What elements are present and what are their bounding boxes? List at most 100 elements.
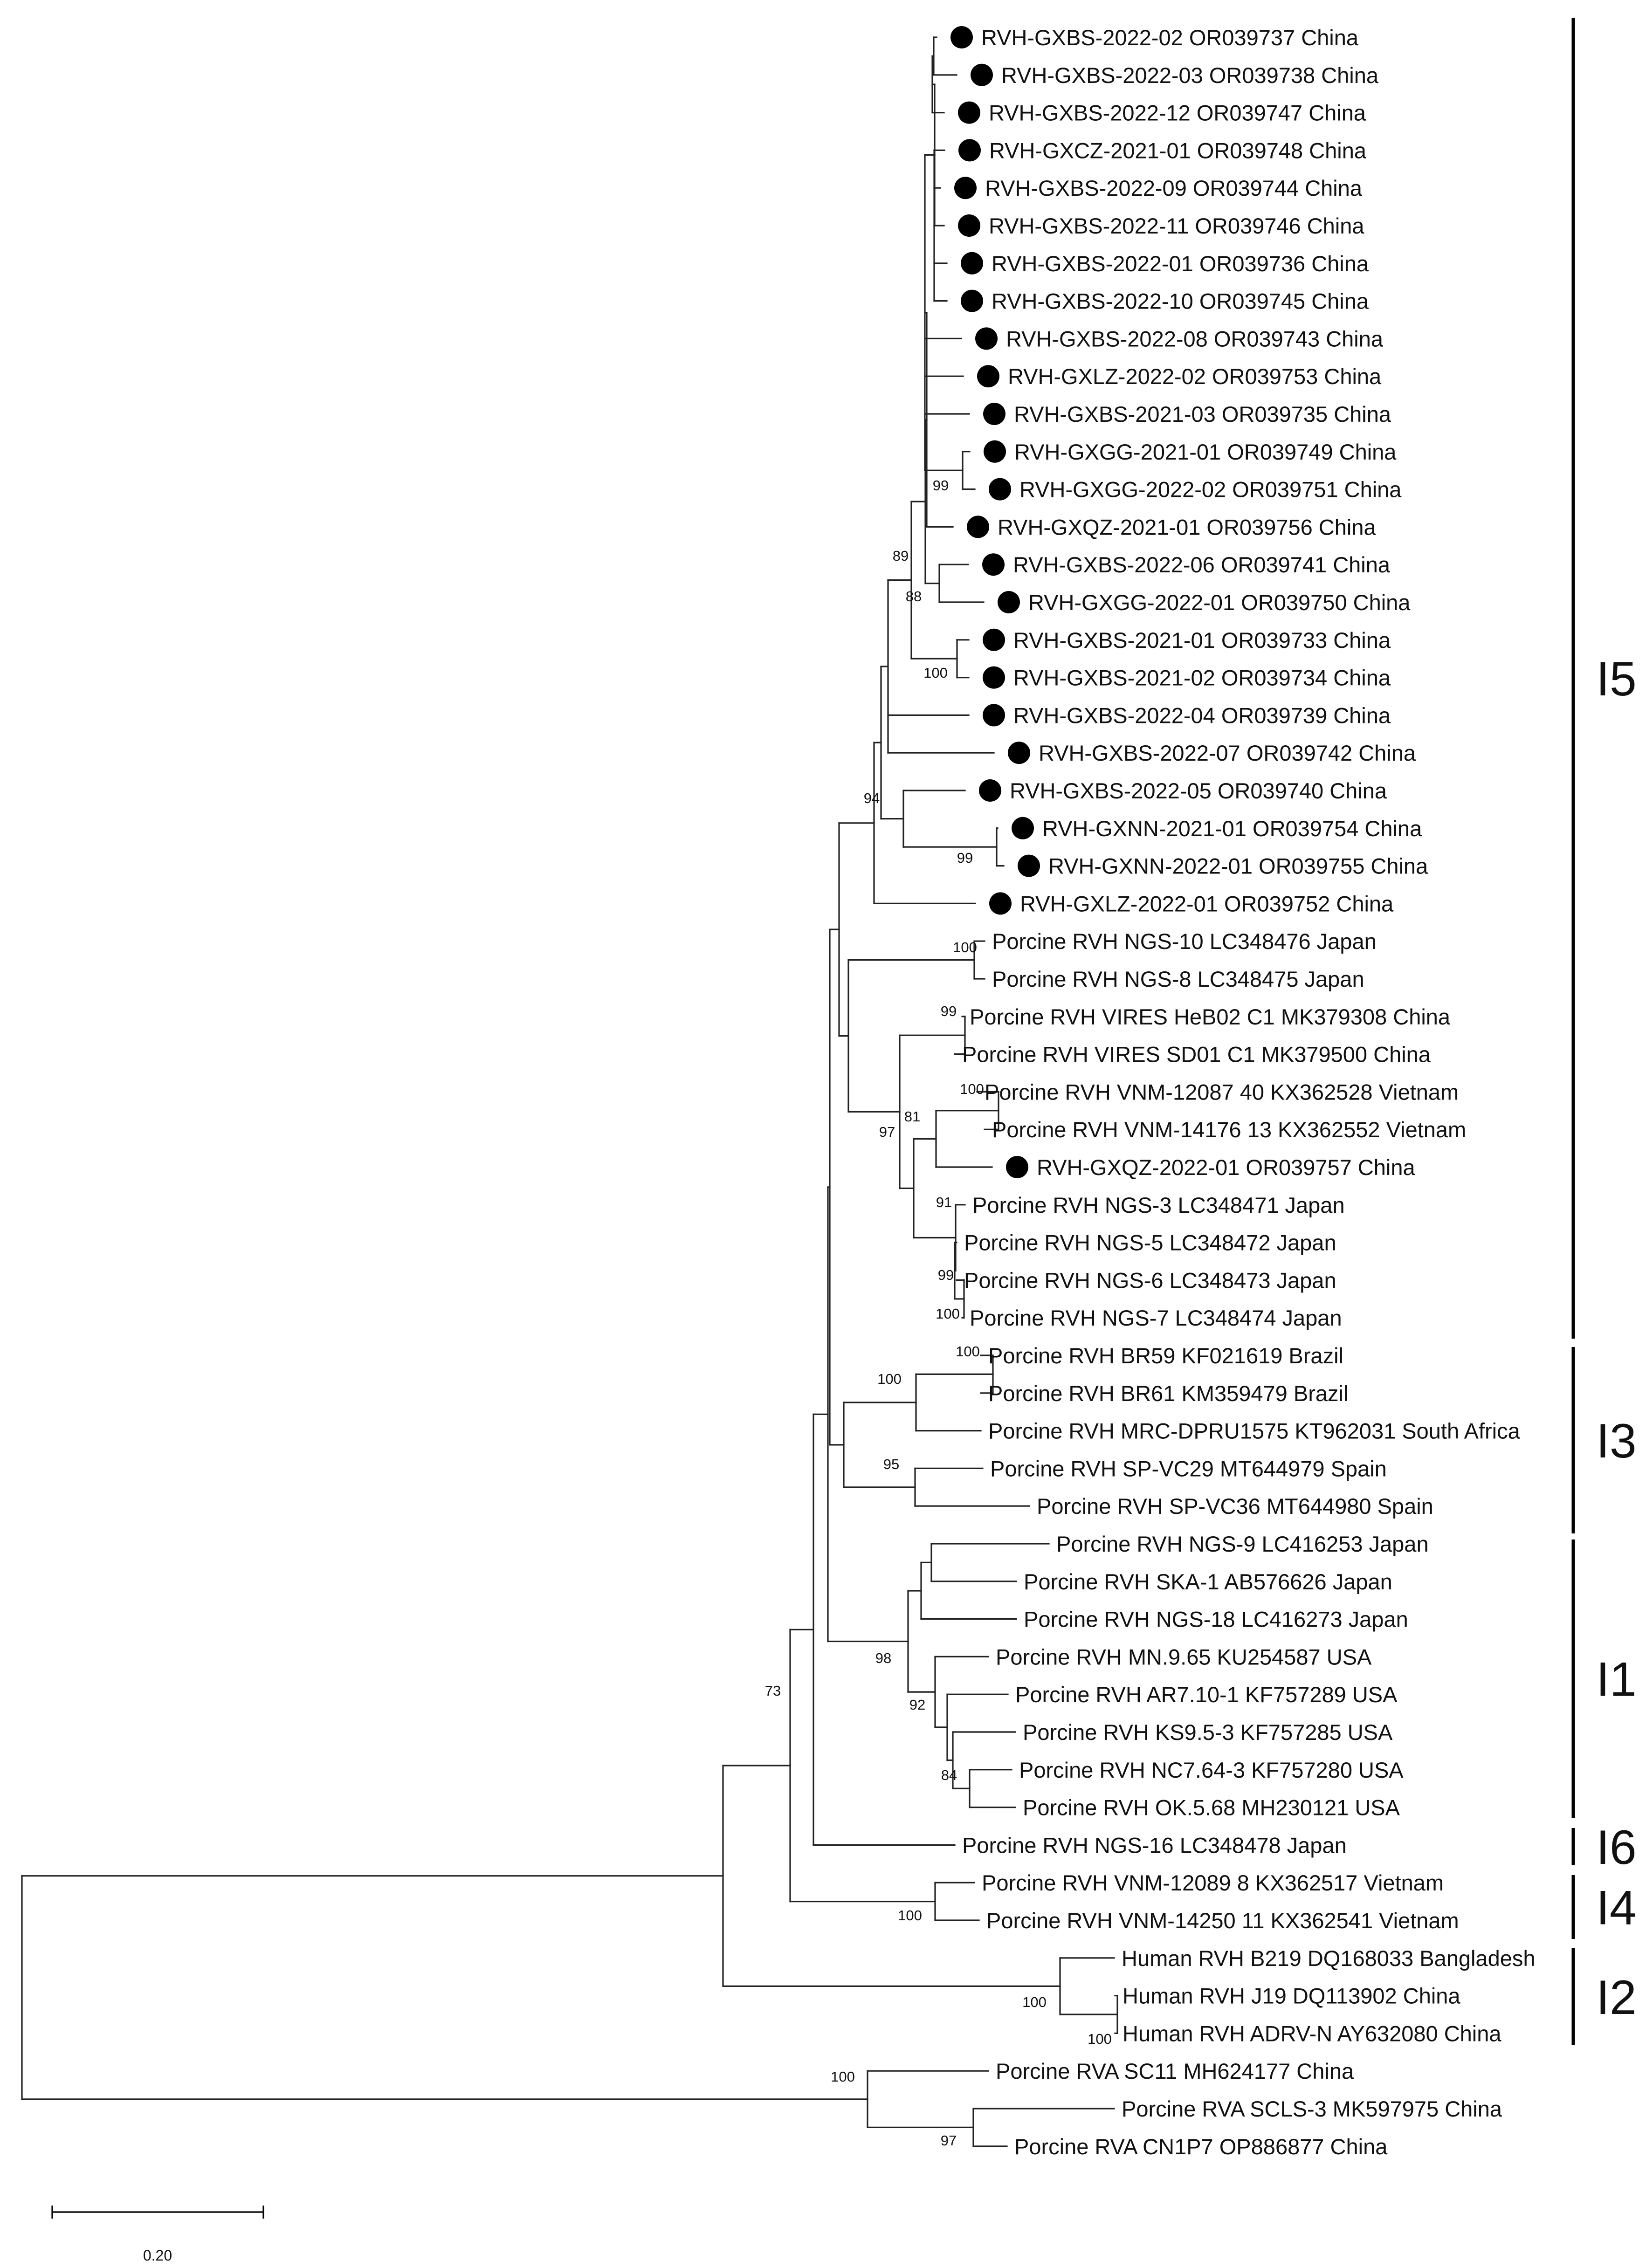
leaf-label: RVH-GXBS-2022-07 OR039742 China (1039, 741, 1416, 765)
bootstrap-value: 98 (875, 1650, 891, 1666)
clade-annotations: I5 I3 I1 I6 I4 I2 (1571, 18, 1637, 2045)
leaf-label: Porcine RVH NGS-18 LC416273 Japan (1024, 1607, 1408, 1632)
leaf-label: RVH-GXCZ-2021-01 OR039748 China (989, 138, 1367, 163)
leaf-label: RVH-GXGG-2021-01 OR039749 China (1014, 440, 1397, 464)
clade-label: I2 (1596, 1971, 1637, 2025)
leaf-label: Porcine RVH KS9.5-3 KF757285 USA (1023, 1720, 1393, 1745)
leaf-label: Porcine RVH VNM-14176 13 KX362552 Vietna… (992, 1117, 1466, 1142)
sample-marker-circle (977, 365, 999, 388)
sample-markers (950, 26, 1040, 1178)
leaf-label: Porcine RVH OK.5.68 MH230121 USA (1023, 1795, 1400, 1820)
leaf-label: RVH-GXNN-2022-01 OR039755 China (1048, 854, 1428, 879)
sample-marker-circle (958, 214, 980, 237)
sample-marker-circle (1018, 854, 1040, 877)
bootstrap-value: 100 (877, 1371, 902, 1387)
leaf-label: Porcine RVH MRC-DPRU1575 KT962031 South … (988, 1419, 1521, 1443)
leaf-label: Porcine RVH MN.9.65 KU254587 USA (996, 1644, 1372, 1669)
leaf-label: Porcine RVA CN1P7 OP886877 China (1014, 2134, 1388, 2159)
bootstrap-value: 100 (936, 1306, 960, 1322)
bootstrap-value: 95 (883, 1456, 899, 1472)
leaf-label: RVH-GXBS-2022-09 OR039744 China (985, 176, 1363, 200)
bootstrap-value: 94 (864, 790, 880, 806)
bootstrap-value: 99 (938, 1267, 954, 1283)
leaf-label: RVH-GXBS-2022-12 OR039747 China (989, 101, 1366, 125)
bootstrap-value: 89 (893, 548, 909, 564)
leaf-label: Porcine RVH NGS-5 LC348472 Japan (964, 1230, 1336, 1255)
leaf-label: Porcine RVH NGS-16 LC348478 Japan (962, 1833, 1347, 1857)
leaf-label: RVH-GXNN-2021-01 OR039754 China (1042, 816, 1422, 841)
sample-marker-circle (998, 591, 1020, 613)
leaf-label: Porcine RVH VNM-12087 40 KX362528 Vietna… (985, 1079, 1459, 1104)
bootstrap-value: 91 (936, 1194, 952, 1210)
clade-label: I6 (1596, 1821, 1637, 1875)
leaf-label: RVH-GXBS-2022-06 OR039741 China (1013, 552, 1391, 577)
bootstrap-value: 100 (898, 1907, 922, 1924)
bootstrap-value: 99 (933, 477, 949, 494)
bootstrap-value: 99 (941, 1003, 957, 1019)
sample-marker-circle (989, 892, 1012, 915)
bootstrap-value: 100 (923, 665, 948, 681)
tree-branches (21, 36, 1118, 2147)
bootstrap-value: 84 (941, 1767, 957, 1783)
leaf-label: RVH-GXLZ-2022-01 OR039752 China (1020, 891, 1394, 916)
leaf-label: Human RVH ADRV-N AY632080 China (1123, 2021, 1501, 2046)
leaf-label: Porcine RVH SKA-1 AB576626 Japan (1024, 1569, 1392, 1594)
bootstrap-value: 97 (941, 2132, 957, 2149)
sample-marker-circle (983, 666, 1005, 689)
leaf-label: RVH-GXQZ-2021-01 OR039756 China (998, 515, 1376, 539)
leaf-label: RVH-GXBS-2022-05 OR039740 China (1010, 778, 1387, 803)
leaf-label: RVH-GXBS-2021-02 OR039734 China (1013, 666, 1391, 690)
sample-marker-circle (975, 327, 998, 350)
bootstrap-value: 92 (909, 1697, 925, 1713)
leaf-label: Porcine RVH BR61 KM359479 Brazil (988, 1381, 1348, 1406)
leaf-label: RVH-GXBS-2022-03 OR039738 China (1001, 63, 1379, 88)
bootstrap-value: 73 (765, 1683, 781, 1699)
leaf-label: RVH-GXBS-2021-01 OR039733 China (1013, 628, 1391, 653)
leaf-labels: RVH-GXBS-2022-02 OR039737 China RVH-GXBS-… (962, 25, 1536, 2159)
sample-marker-circle (983, 704, 1005, 727)
bootstrap-value: 81 (904, 1108, 920, 1125)
bootstrap-value: 100 (956, 1343, 980, 1360)
leaf-label: Porcine RVH BR59 KF021619 Brazil (988, 1343, 1343, 1368)
sample-marker-circle (958, 101, 980, 124)
sample-marker-circle (961, 289, 983, 312)
leaf-label: RVH-GXGG-2022-01 OR039750 China (1028, 590, 1411, 615)
clade-label: I3 (1596, 1414, 1637, 1468)
bootstrap-value: 100 (1088, 2031, 1112, 2047)
clade-label: I4 (1596, 1881, 1637, 1935)
leaf-label: RVH-GXBS-2022-01 OR039736 China (992, 251, 1369, 276)
leaf-label: Porcine RVH VIRES SD01 C1 MK379500 China (962, 1042, 1431, 1067)
leaf-label: Porcine RVH NGS-3 LC348471 Japan (972, 1193, 1345, 1217)
sample-marker-circle (971, 63, 993, 86)
sample-marker-circle (979, 779, 1001, 802)
leaf-label: Porcine RVH VNM-12089 8 KX362517 Vietnam (982, 1870, 1444, 1895)
bootstrap-value: 100 (953, 939, 977, 955)
leaf-label: RVH-GXBS-2021-03 OR039735 China (1014, 402, 1391, 426)
bootstrap-value: 88 (906, 588, 922, 605)
scale-bar: 0.20 (51, 2206, 264, 2264)
bootstrap-value: 99 (957, 850, 973, 866)
sample-marker-circle (950, 26, 973, 48)
leaf-label: Porcine RVH SP-VC29 MT644979 Spain (990, 1456, 1387, 1481)
leaf-label: Porcine RVH NC7.64-3 KF757280 USA (1019, 1758, 1404, 1782)
leaf-label: Porcine RVH SP-VC36 MT644980 Spain (1037, 1494, 1433, 1519)
leaf-label: RVH-GXBS-2022-10 OR039745 China (992, 289, 1369, 314)
bootstrap-value: 100 (1022, 1994, 1047, 2010)
sample-marker-circle (1008, 742, 1030, 764)
sample-marker-circle (1006, 1156, 1028, 1178)
bootstrap-value: 100 (831, 2069, 855, 2085)
leaf-label: Porcine RVH VIRES HeB02 C1 MK379308 Chin… (970, 1004, 1451, 1029)
leaf-label: Human RVH J19 DQ113902 China (1123, 1984, 1460, 2008)
leaf-label: RVH-GXBS-2022-02 OR039737 China (981, 25, 1359, 50)
leaf-label: Porcine RVH AR7.10-1 KF757289 USA (1015, 1682, 1398, 1707)
bootstrap-values: 99 89 88 100 94 99 100 99 100 97 81 91 99 100 100 100 95… (765, 477, 1112, 2149)
sample-marker-circle (989, 478, 1011, 501)
sample-marker-circle (983, 628, 1005, 651)
leaf-label: Porcine RVA SC11 MH624177 China (996, 2059, 1354, 2083)
sample-marker-circle (982, 553, 1005, 576)
leaf-label: RVH-GXBS-2022-11 OR039746 China (989, 213, 1364, 238)
leaf-label: Porcine RVA SCLS-3 MK597975 China (1122, 2096, 1502, 2121)
leaf-label: RVH-GXBS-2022-08 OR039743 China (1006, 326, 1384, 351)
bootstrap-value: 100 (960, 1081, 984, 1097)
